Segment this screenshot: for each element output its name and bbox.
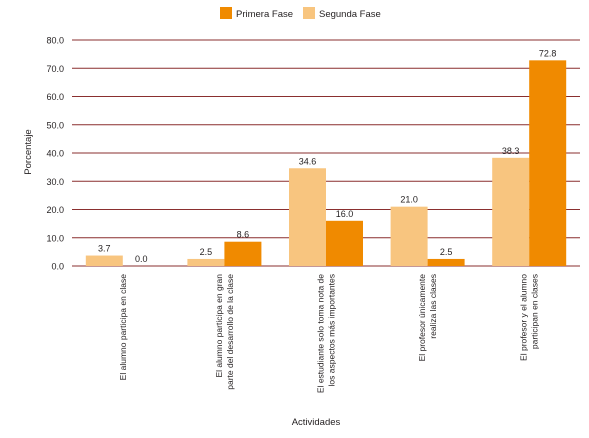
- bar-value-labels: 3.7 2.5 34.6 21.0 38.3 0.0 8.6 16.0 2.5 72.8: [98, 48, 556, 264]
- x-category-label-line: El profesor y el alumno: [519, 274, 529, 361]
- y-tick-label: 40.0: [46, 149, 64, 159]
- legend: Primera Fase Segunda Fase: [220, 7, 381, 20]
- bar-primera-fase: [529, 60, 567, 267]
- bar-segunda-fase: [289, 168, 326, 266]
- y-axis-title: Porcentaje: [23, 129, 34, 174]
- bars: [85, 60, 567, 267]
- y-tick-label: 20.0: [46, 205, 64, 215]
- legend-swatch: [303, 7, 315, 19]
- bar-value-label: 2.5: [200, 247, 213, 257]
- y-tick-label: 30.0: [46, 177, 64, 187]
- legend-label: Segunda Fase: [319, 9, 381, 20]
- x-category-label-line: El alumno participa en gran: [214, 274, 224, 378]
- bar-primera-fase: [326, 220, 363, 266]
- y-tick-label: 50.0: [46, 120, 64, 130]
- legend-label: Primera Fase: [236, 9, 293, 20]
- x-axis-title: Actividades: [292, 417, 341, 428]
- bar-value-label: 0.0: [135, 254, 148, 264]
- x-category-label: El alumno participa en clase: [118, 274, 128, 381]
- x-category-label-line: El estudiante solo toma nota de: [316, 274, 326, 393]
- x-category-label: El profesor únicamente realiza las clases: [417, 274, 438, 362]
- y-axis-ticks: 0.0 10.0 20.0 30.0 40.0 50.0 60.0 70.0 80.0: [46, 36, 64, 272]
- bar-value-label: 38.3: [502, 146, 520, 156]
- bar-value-label: 34.6: [299, 156, 317, 166]
- x-category-label-line: El profesor únicamente: [417, 274, 427, 362]
- bar-primera-fase: [224, 241, 262, 266]
- x-category-label-line: parte del desarrollo de la clase: [225, 274, 235, 390]
- x-category-label-line: realiza las clases: [428, 274, 438, 339]
- bar-value-label: 72.8: [539, 48, 557, 58]
- bar-segunda-fase: [390, 206, 428, 266]
- x-category-label-line: participan en clases: [530, 274, 540, 349]
- x-category-label: El alumno participa en gran parte del des…: [214, 274, 235, 390]
- bar-value-label: 21.0: [400, 195, 418, 205]
- bar-value-label: 3.7: [98, 244, 111, 254]
- x-category-label-line: los aspectos más importantes: [327, 274, 337, 386]
- bar-segunda-fase: [187, 258, 225, 266]
- legend-swatch: [220, 7, 232, 19]
- x-category-label-line: El alumno participa en clase: [118, 274, 128, 381]
- y-tick-label: 0.0: [51, 262, 64, 272]
- y-tick-label: 70.0: [46, 64, 64, 74]
- bar-value-label: 2.5: [440, 247, 453, 257]
- bar-segunda-fase: [85, 255, 123, 266]
- x-category-label: El estudiante solo toma nota de los aspec…: [316, 274, 337, 393]
- x-axis-category-labels: El alumno participa en clase El alumno pa…: [118, 274, 540, 393]
- bar-value-label: 8.6: [237, 230, 250, 240]
- x-category-label: El profesor y el alumno participan en cla…: [519, 274, 540, 361]
- bar-segunda-fase: [492, 157, 530, 266]
- bar-value-label: 16.0: [336, 209, 354, 219]
- gridlines: [72, 39, 580, 267]
- bar-primera-fase: [427, 258, 465, 266]
- y-tick-label: 60.0: [46, 92, 64, 102]
- y-tick-label: 80.0: [46, 36, 64, 46]
- y-tick-label: 10.0: [46, 233, 64, 243]
